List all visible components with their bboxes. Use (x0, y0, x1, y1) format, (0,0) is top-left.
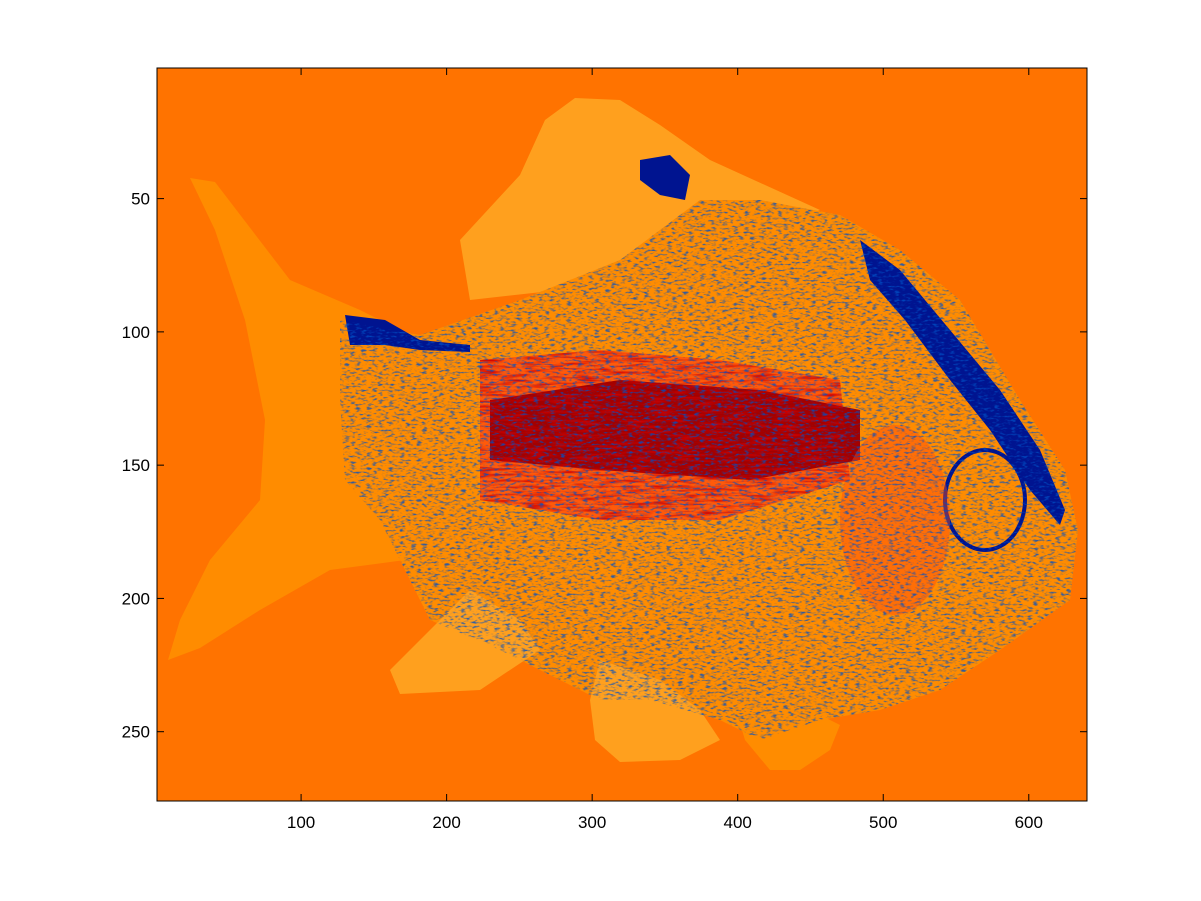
y-tick-label: 250 (122, 723, 150, 742)
x-tick-label: 400 (724, 813, 752, 832)
x-tick-label: 600 (1015, 813, 1043, 832)
image-area (157, 68, 1087, 801)
head-blue-patch (640, 155, 690, 200)
x-tick-label: 200 (432, 813, 460, 832)
y-axis: 50 100 150 200 250 (122, 190, 1087, 742)
x-tick-label: 100 (287, 813, 315, 832)
x-tick-label: 300 (578, 813, 606, 832)
tail-fin (168, 178, 405, 660)
y-tick-label: 200 (122, 589, 150, 608)
blue-speckle (340, 200, 1078, 740)
axes-frame (156, 67, 1088, 802)
dorsal-fin (460, 98, 820, 300)
y-tick-label: 50 (131, 190, 150, 209)
x-axis: 100 200 300 400 500 600 (287, 68, 1043, 832)
y-tick-label: 150 (122, 456, 150, 475)
y-tick-label: 100 (122, 323, 150, 342)
x-tick-label: 500 (869, 813, 897, 832)
